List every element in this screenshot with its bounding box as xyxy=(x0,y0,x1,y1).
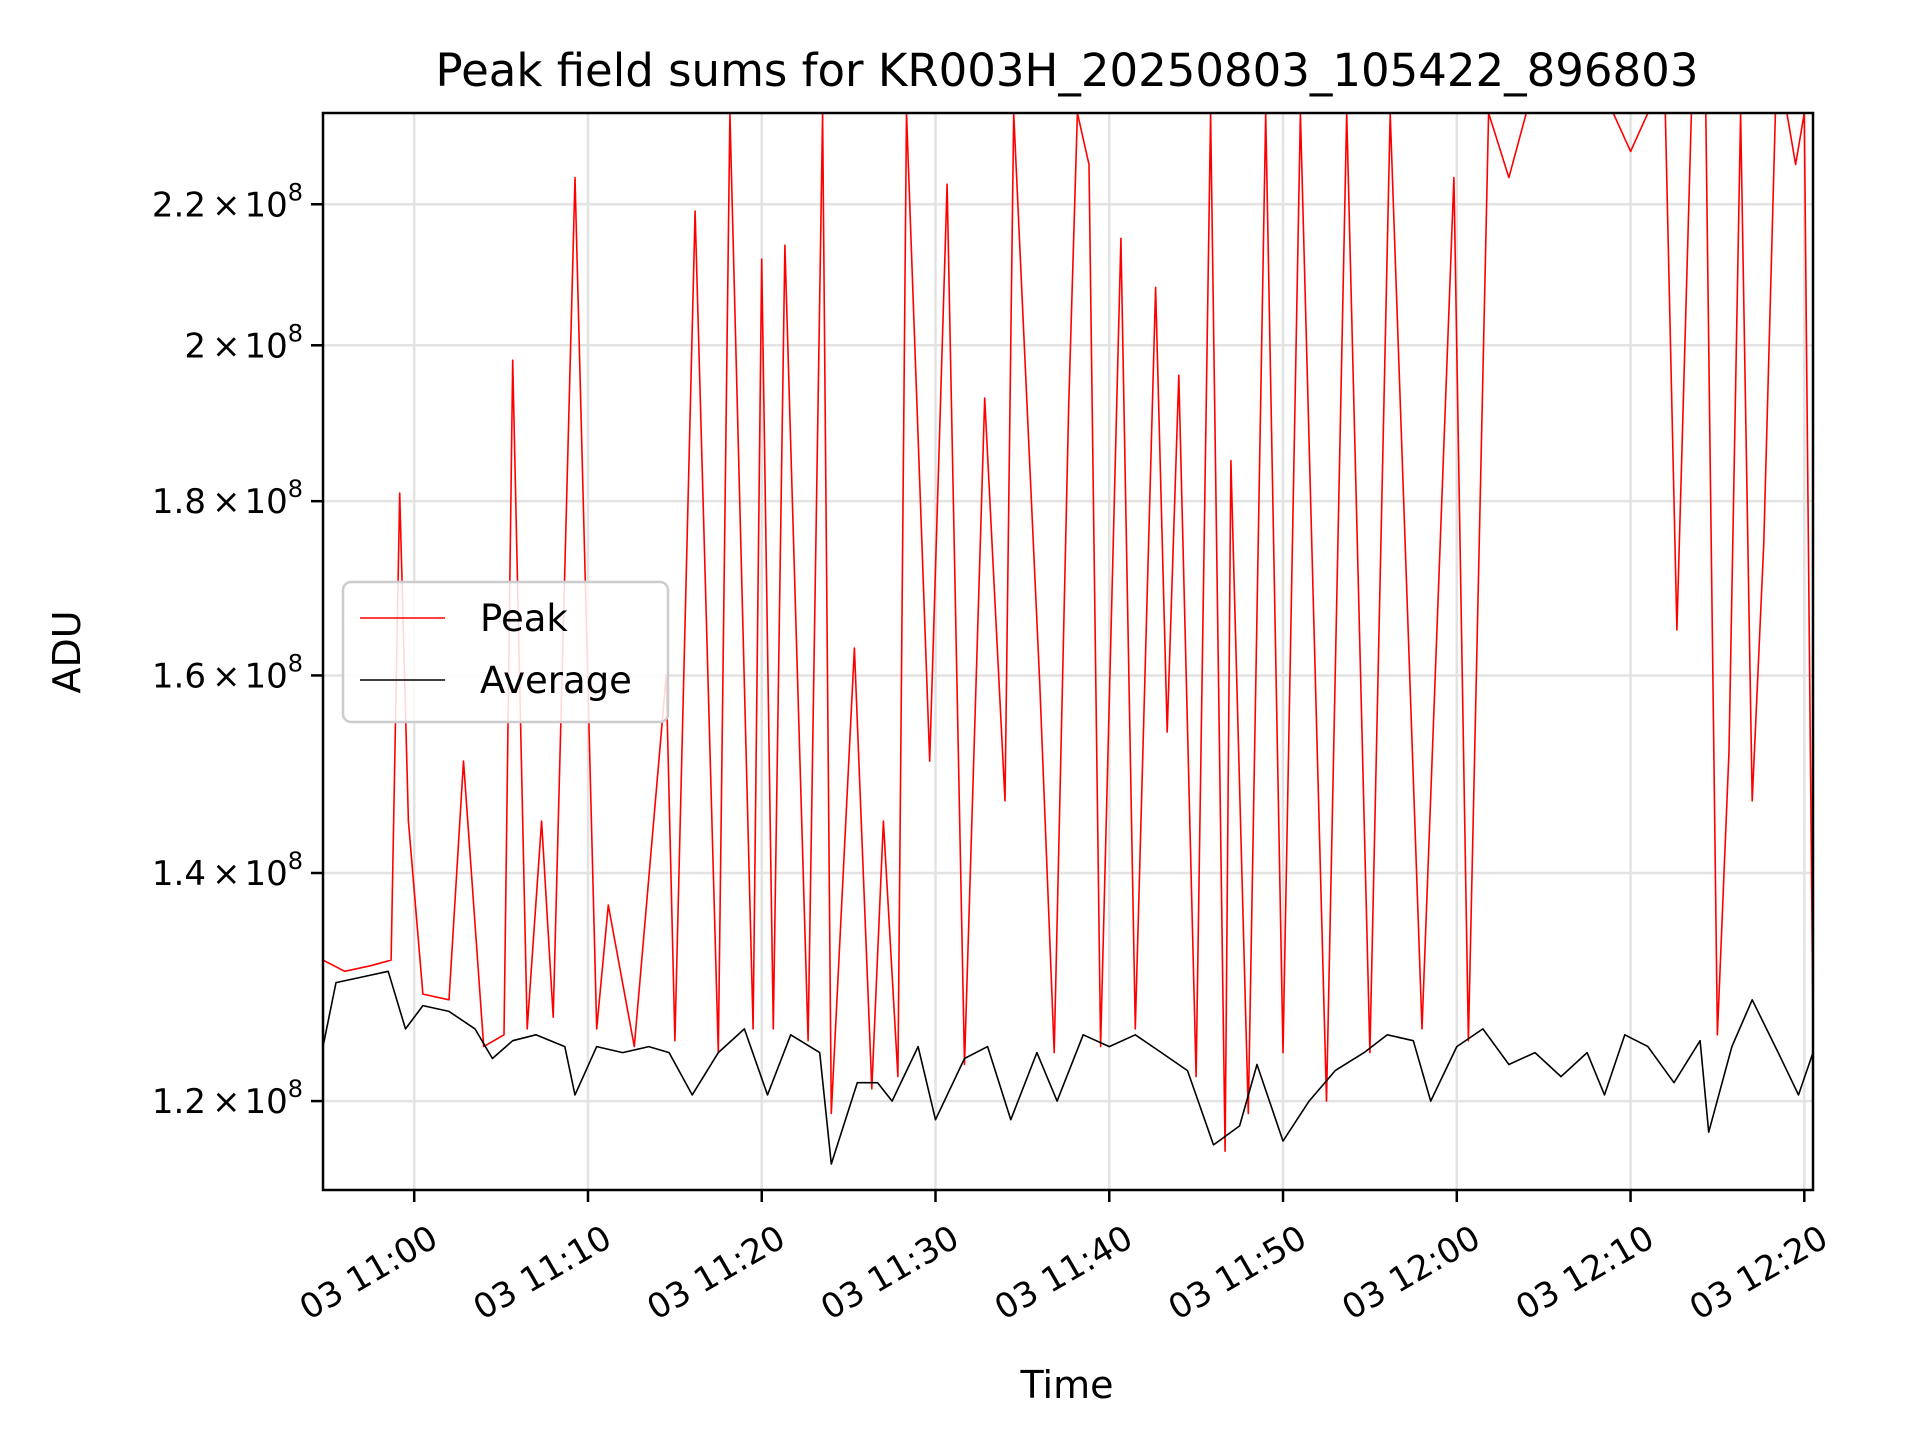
y-tick-mantissa: 1.6 xyxy=(152,656,206,696)
y-tick-label: 1.8 × 108 xyxy=(152,475,303,522)
y-tick-mantissa: 1.8 xyxy=(152,482,206,522)
y-tick-times: × xyxy=(212,854,241,894)
y-tick-exponent: 8 xyxy=(288,649,303,677)
plot-area xyxy=(323,113,1813,1165)
legend-box xyxy=(341,580,670,724)
y-tick-exponent: 8 xyxy=(288,1075,303,1103)
legend-label-average: Average xyxy=(480,659,632,702)
y-tick-times: × xyxy=(212,185,241,225)
y-tick-base: 10 xyxy=(244,854,287,894)
y-tick-base: 10 xyxy=(244,185,287,225)
y-tick-base: 10 xyxy=(244,326,287,366)
y-tick-label: 1.2 × 108 xyxy=(152,1075,303,1122)
y-tick-label: 2 × 108 xyxy=(184,319,303,366)
y-tick-label: 1.4 × 108 xyxy=(152,847,303,894)
legend: Peak Average xyxy=(341,580,670,724)
y-tick-exponent: 8 xyxy=(288,847,303,875)
y-tick-exponent: 8 xyxy=(288,475,303,503)
y-tick-base: 10 xyxy=(244,656,287,696)
y-tick-exponent: 8 xyxy=(288,178,303,206)
y-tick-mantissa: 1.2 xyxy=(152,1082,206,1122)
y-tick-mantissa: 2 xyxy=(184,326,206,366)
series-line-average xyxy=(323,970,1813,1165)
y-tick-mantissa: 1.4 xyxy=(152,854,206,894)
y-tick-exponent: 8 xyxy=(288,319,303,347)
y-tick-times: × xyxy=(212,1082,241,1122)
y-tick-times: × xyxy=(212,656,241,696)
legend-label-peak: Peak xyxy=(480,597,568,640)
y-tick-times: × xyxy=(212,326,241,366)
y-tick-label: 2.2 × 108 xyxy=(152,178,303,225)
y-axis-label: ADU xyxy=(45,610,89,693)
y-tick-base: 10 xyxy=(244,1082,287,1122)
series-line-peak xyxy=(323,113,1813,1152)
y-tick-base: 10 xyxy=(244,482,287,522)
y-tick-times: × xyxy=(212,482,241,522)
x-axis-label: Time xyxy=(1020,1363,1114,1407)
chart-title: Peak field sums for KR003H_20250803_1054… xyxy=(436,44,1699,97)
y-tick-label: 1.6 × 108 xyxy=(152,649,303,696)
plot-frame xyxy=(321,111,1815,1192)
y-tick-mantissa: 2.2 xyxy=(152,185,206,225)
